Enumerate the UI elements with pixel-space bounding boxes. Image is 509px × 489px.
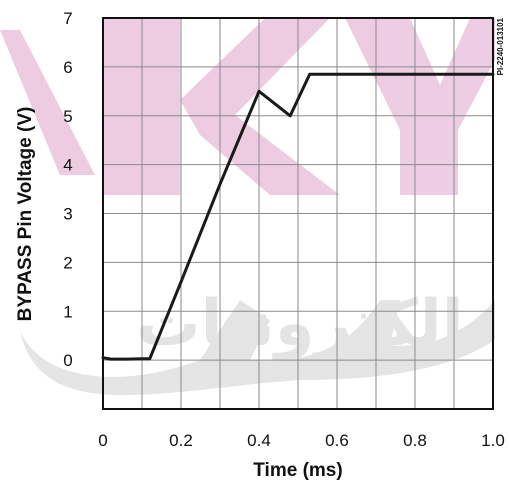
y-axis-label: BYPASS Pin Voltage (V): [15, 107, 36, 322]
figure-id-annotation: PI-2240-013101: [496, 17, 505, 75]
y-tick-label: 0: [63, 351, 72, 370]
y-tick-label: 1: [63, 302, 72, 321]
series-line: [101, 72, 495, 361]
x-tick-label: 0.8: [403, 431, 427, 450]
x-axis-label: Time (ms): [253, 460, 342, 481]
x-tick-label: 1.0: [481, 431, 505, 450]
watermark-v-left: [0, 30, 95, 175]
watermark-y-left: [345, 18, 495, 195]
y-tick-label: 3: [63, 205, 72, 224]
y-tick-label: 4: [63, 156, 72, 175]
y-tick-label: 2: [63, 253, 72, 272]
x-tick-label: 0: [98, 431, 107, 450]
axes: [102, 17, 494, 410]
watermark-k-arm: [180, 18, 340, 195]
x-tick-label: 0.4: [247, 431, 271, 450]
watermark-arabic-text: الكترونيات: [136, 287, 463, 361]
series-layer: [101, 72, 495, 361]
tick-labels: 0 0.2 0.4 0.6 0.8 1.0 0 1 2 3 4 5 6 7: [63, 9, 505, 450]
plot-frame: [102, 17, 494, 410]
y-tick-label: 5: [63, 107, 72, 126]
y-tick-label: 7: [63, 9, 72, 28]
x-tick-label: 0.6: [325, 431, 349, 450]
x-tick-label: 0.2: [169, 431, 193, 450]
y-tick-label: 6: [63, 58, 72, 77]
grid-lines: [103, 18, 493, 409]
